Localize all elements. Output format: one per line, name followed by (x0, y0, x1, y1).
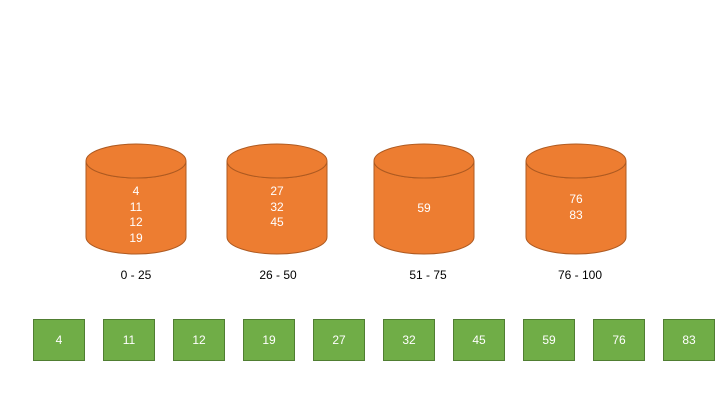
sorted-cell: 59 (523, 319, 575, 361)
range-label: 26 - 50 (259, 268, 297, 282)
range-label: 0 - 25 (120, 268, 152, 282)
bucket-76-100: 76 83 (525, 143, 627, 255)
cylinder-shape (226, 143, 328, 255)
sorted-cell: 45 (453, 319, 505, 361)
bucket-values: 76 83 (525, 192, 627, 223)
bucket-value: 45 (270, 215, 284, 229)
sorted-cell: 12 (173, 319, 225, 361)
bucket-0-25: 4 11 12 19 (85, 143, 187, 255)
bucket-value: 32 (270, 199, 284, 214)
bucket-26-50: 27 32 45 (226, 143, 328, 255)
bucket-value: 83 (569, 207, 583, 222)
sorted-cell: 76 (593, 319, 645, 361)
sorted-cell: 83 (663, 319, 715, 361)
bucket-51-75: 59 (373, 143, 475, 255)
range-label: 76 - 100 (557, 268, 603, 282)
cylinder-shape (85, 143, 187, 255)
bucket-value: 27 (270, 184, 284, 198)
sorted-cell: 19 (243, 319, 295, 361)
bucket-values: 27 32 45 (226, 184, 328, 231)
cylinder-shape (525, 143, 627, 255)
bucket-value: 4 (132, 184, 140, 198)
bucket-values: 4 11 12 19 (85, 184, 187, 246)
bucket-values: 59 (373, 201, 475, 217)
sorted-cell: 32 (383, 319, 435, 361)
sorted-cell: 4 (33, 319, 85, 361)
bucket-value: 19 (129, 230, 143, 245)
bucket-value: 59 (417, 201, 431, 215)
sorted-cell: 11 (103, 319, 155, 361)
bucket-value: 12 (129, 215, 143, 229)
bucket-value: 76 (569, 192, 583, 206)
range-label: 51 - 75 (409, 268, 447, 282)
cylinder-shape (373, 143, 475, 255)
sorted-cell: 27 (313, 319, 365, 361)
bucket-value: 11 (129, 199, 143, 214)
